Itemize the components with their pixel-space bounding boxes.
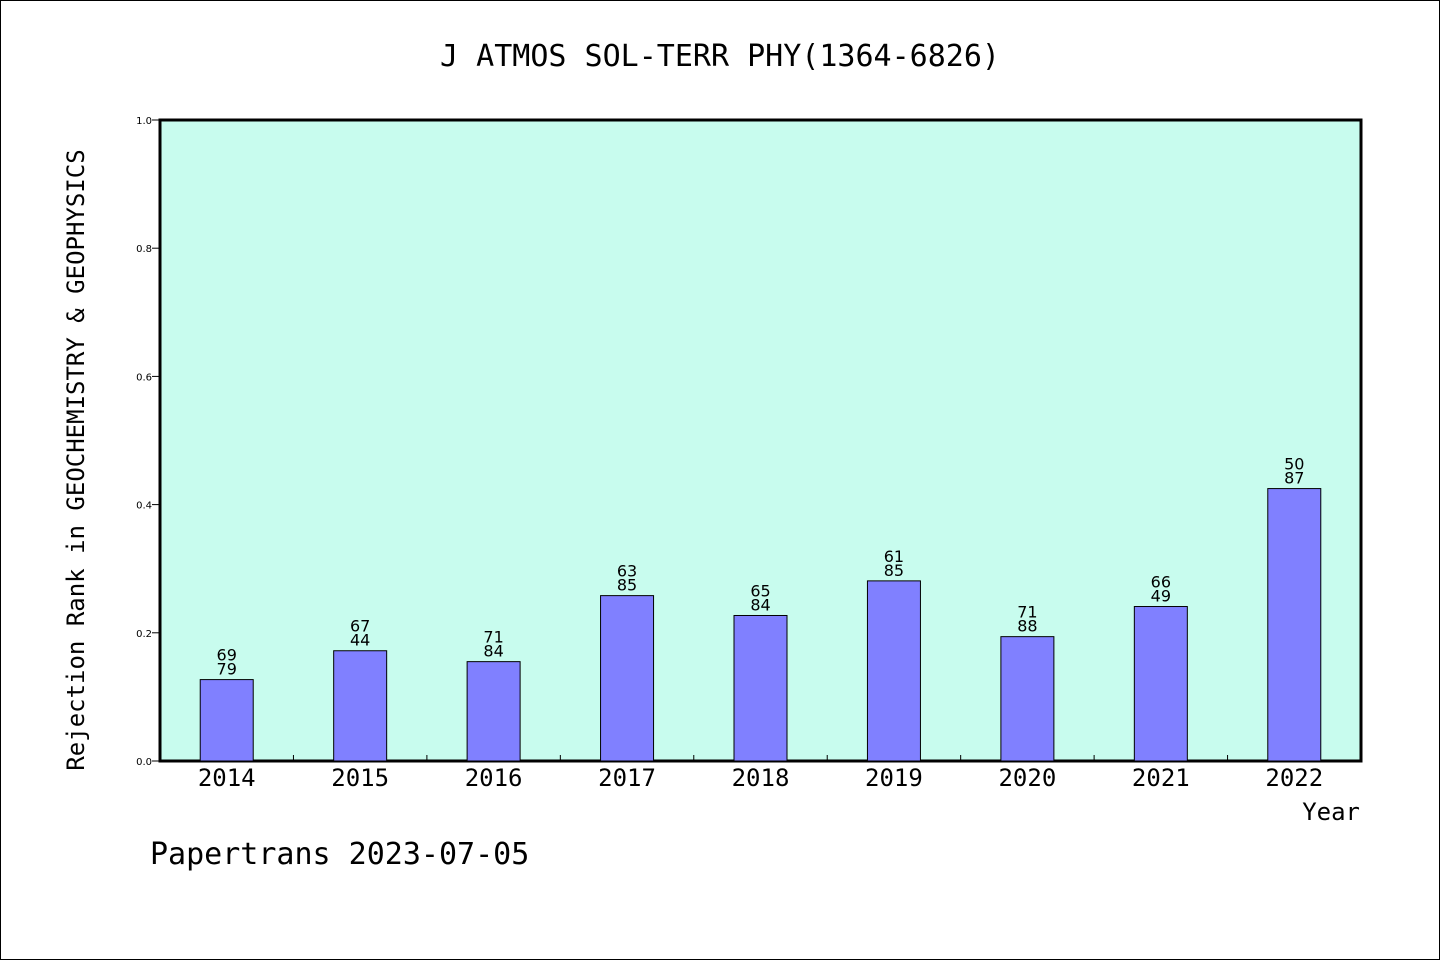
bar-2018 [733, 614, 788, 762]
y-tick-label: 0.8 [136, 244, 152, 255]
bar-2020 [1000, 636, 1055, 762]
chart-title: J ATMOS SOL-TERR PHY(1364-6826) [440, 39, 1000, 74]
x-tick-label: 2014 [198, 764, 256, 792]
bar-label-bottom: 44 [350, 631, 370, 650]
bar-label-bottom: 84 [483, 642, 503, 661]
bar-2021 [1133, 606, 1188, 762]
bar-label-bottom: 84 [750, 595, 770, 614]
bar-label-bottom: 85 [884, 561, 904, 580]
bar-label-top: 66 [1151, 573, 1171, 592]
y-tick-label: 1.0 [136, 116, 152, 127]
bar-label-bottom: 88 [1017, 617, 1037, 636]
y-tick-label: 0.2 [136, 629, 152, 640]
bar-2022 [1267, 488, 1322, 762]
x-tick-label: 2020 [998, 764, 1056, 792]
bar-label-top: 71 [483, 628, 503, 647]
footer-text: Papertrans 2023-07-05 [150, 837, 529, 872]
bar-2015 [333, 650, 388, 762]
y-tick-label: 0.0 [136, 757, 152, 768]
y-tick-label: 0.6 [136, 372, 152, 383]
bar-label-top: 71 [1017, 603, 1037, 622]
bar-label-bottom: 87 [1284, 469, 1304, 488]
x-tick-label: 2017 [598, 764, 656, 792]
y-tick-label: 0.4 [136, 501, 152, 512]
x-axis-label: Year [1302, 798, 1360, 826]
bar-label-top: 65 [750, 581, 770, 600]
y-axis: 0.0 0.2 0.4 0.6 0.8 1.0 [136, 116, 160, 768]
x-tick-label: 2016 [465, 764, 523, 792]
x-tick-label: 2022 [1265, 764, 1323, 792]
bar-2014 [199, 679, 254, 762]
x-tick-label: 2018 [732, 764, 790, 792]
bar-2016 [466, 661, 521, 762]
bar-label-top: 69 [217, 646, 237, 665]
bar-label-bottom: 79 [217, 660, 237, 679]
bar-label-top: 61 [884, 547, 904, 566]
y-axis-label: Rejection Rank in GEOCHEMISTRY & GEOPHYS… [62, 149, 90, 770]
bar-label-top: 50 [1284, 455, 1304, 474]
bar-label-bottom: 85 [617, 576, 637, 595]
bar-label-top: 63 [617, 562, 637, 581]
x-tick-label: 2019 [865, 764, 923, 792]
bars [199, 488, 1322, 762]
bar-label-top: 67 [350, 617, 370, 636]
x-tick-label: 2015 [331, 764, 389, 792]
bar-2019 [866, 580, 921, 762]
x-tick-label: 2021 [1132, 764, 1190, 792]
x-axis: 2014 2015 2016 2017 2018 2019 2020 2021 2022 [198, 755, 1323, 792]
bar-label-bottom: 49 [1151, 587, 1171, 606]
bar-2017 [600, 595, 655, 762]
